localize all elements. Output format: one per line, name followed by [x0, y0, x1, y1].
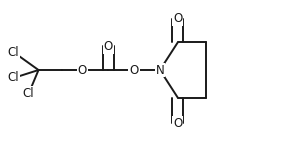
Text: Cl: Cl — [23, 87, 35, 100]
Text: O: O — [173, 12, 182, 25]
Text: N: N — [155, 64, 164, 76]
Text: Cl: Cl — [8, 71, 19, 84]
Text: Cl: Cl — [8, 46, 19, 59]
Text: O: O — [104, 40, 113, 53]
Text: O: O — [78, 64, 87, 76]
Text: O: O — [173, 117, 182, 130]
Text: O: O — [129, 64, 139, 76]
